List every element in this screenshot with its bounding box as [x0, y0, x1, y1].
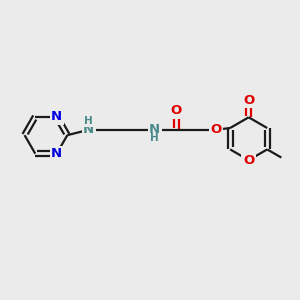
Text: O: O [243, 94, 254, 106]
Text: N: N [149, 123, 160, 136]
Text: N: N [51, 110, 62, 123]
Text: O: O [210, 123, 222, 136]
Text: N: N [83, 123, 94, 136]
Text: O: O [170, 104, 182, 117]
Text: H: H [150, 133, 159, 143]
Text: N: N [51, 147, 62, 160]
Text: H: H [84, 116, 93, 127]
Text: O: O [243, 154, 254, 166]
